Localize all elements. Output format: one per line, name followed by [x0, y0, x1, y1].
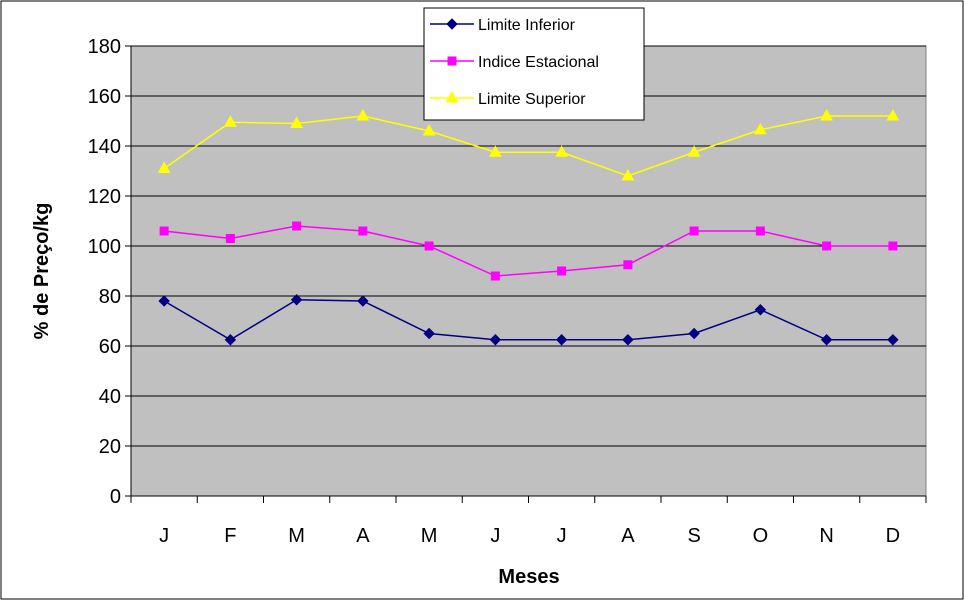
x-tick-label: N — [819, 525, 833, 547]
data-point-diamond — [290, 294, 303, 306]
data-point-diamond — [820, 334, 833, 346]
data-point-triangle — [356, 108, 370, 121]
x-tick-label: J — [159, 525, 169, 547]
plot-area — [130, 45, 927, 497]
data-point-square — [755, 226, 765, 236]
legend-label: Limite Inferior — [478, 17, 576, 34]
x-tick-label: D — [886, 525, 900, 547]
data-point-triangle — [886, 108, 900, 121]
series-indice-estacional — [159, 221, 898, 281]
data-point-square — [424, 241, 434, 251]
data-point-diamond — [446, 18, 458, 30]
data-point-triangle — [754, 122, 767, 135]
data-point-square — [447, 56, 457, 66]
series-limite-inferior — [158, 294, 899, 346]
data-point-diamond — [555, 334, 568, 346]
data-point-triangle — [445, 90, 459, 103]
axes: 0 20 40 60 80 100 120 140 160 180 J F M A M J J A S O N D — [88, 36, 927, 547]
y-tick-label: 160 — [88, 86, 121, 108]
x-tick-label: M — [288, 525, 305, 547]
data-point-diamond — [224, 334, 237, 346]
series-line — [163, 115, 893, 177]
x-tick-label: F — [224, 525, 236, 547]
y-tick-label: 40 — [99, 386, 121, 408]
data-point-diamond — [754, 304, 767, 316]
y-tick-label: 60 — [99, 336, 121, 358]
data-point-triangle — [820, 108, 833, 121]
data-point-diamond — [688, 327, 700, 340]
series — [157, 108, 900, 346]
series-line — [164, 225, 893, 277]
y-tick-label: 20 — [99, 436, 121, 458]
data-point-diamond — [423, 327, 435, 340]
data-point-triangle — [621, 168, 635, 181]
y-tick-label: 120 — [88, 186, 121, 208]
x-tick-label: J — [490, 525, 500, 547]
y-tick-label: 0 — [110, 486, 121, 508]
series-line — [163, 298, 893, 341]
y-tick-label: 80 — [99, 286, 121, 308]
x-tick-label: A — [356, 525, 370, 547]
data-point-square — [888, 241, 898, 251]
data-point-square — [358, 226, 368, 236]
data-point-square — [225, 234, 235, 243]
series-limite-superior — [157, 108, 900, 181]
data-point-square — [623, 260, 633, 270]
x-axis-title: Meses — [498, 566, 559, 588]
data-point-square — [490, 271, 500, 281]
data-point-square — [557, 266, 567, 276]
y-axis-title: % de Preço/kg — [31, 203, 53, 340]
data-point-triangle — [157, 161, 171, 173]
legend-label: Limite Superior — [478, 91, 586, 108]
y-tick-label: 180 — [88, 36, 121, 58]
legend: Limite Inferior Indice Estacional Limite S… — [423, 7, 645, 121]
data-point-triangle — [489, 145, 502, 157]
data-point-triangle — [422, 123, 436, 136]
data-point-diamond — [158, 295, 170, 307]
x-tick-label: J — [557, 525, 567, 547]
x-tick-label: S — [687, 525, 700, 547]
legend-box — [423, 7, 645, 121]
data-point-triangle — [290, 116, 303, 128]
x-tick-label: A — [621, 525, 635, 547]
data-point-square — [822, 241, 832, 251]
data-point-diamond — [489, 334, 502, 346]
data-point-diamond — [622, 334, 634, 346]
data-point-triangle — [555, 145, 568, 157]
y-tick-label: 140 — [88, 136, 121, 158]
data-point-triangle — [224, 115, 237, 127]
x-tick-label: O — [753, 525, 769, 547]
data-point-square — [292, 221, 302, 231]
y-tick-label: 100 — [88, 236, 121, 258]
data-point-square — [159, 226, 169, 236]
x-tick-label: M — [421, 525, 438, 547]
data-point-triangle — [687, 145, 701, 157]
data-point-square — [689, 226, 699, 236]
data-point-diamond — [887, 334, 899, 346]
legend-label: Indice Estacional — [478, 54, 599, 71]
gridlines — [131, 45, 926, 447]
data-point-diamond — [357, 295, 369, 307]
